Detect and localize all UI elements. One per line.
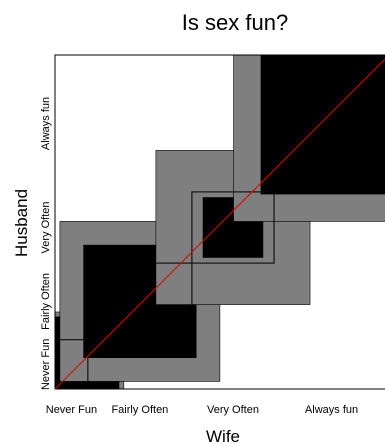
y-tick-label: Very Often bbox=[40, 202, 52, 254]
x-tick-label: Very Often bbox=[207, 404, 259, 416]
x-tick-labels: Never Fun Fairly Often Very Often Always fu… bbox=[46, 404, 358, 416]
observed-square-4 bbox=[260, 55, 385, 195]
y-tick-label: Never Fun bbox=[40, 339, 52, 390]
x-axis-label: Wife bbox=[206, 427, 240, 444]
cells-layer bbox=[54, 54, 385, 390]
block-frame-3 bbox=[191, 191, 275, 264]
x-tick-label: Never Fun bbox=[46, 404, 97, 416]
x-tick-label: Always fun bbox=[305, 404, 358, 416]
plot-border bbox=[54, 54, 385, 390]
frames-layer bbox=[54, 54, 385, 390]
chart-title: Is sex fun? bbox=[182, 10, 288, 35]
diagonal-layer bbox=[54, 58, 385, 390]
block-frame-2 bbox=[87, 262, 193, 341]
y-tick-label: Fairly Often bbox=[40, 273, 52, 330]
y-tick-labels: Never Fun Fairly Often Very Often Always fu… bbox=[40, 97, 52, 390]
x-tick-label: Fairly Often bbox=[111, 404, 168, 416]
diagonal-line bbox=[54, 58, 385, 390]
y-axis-label: Husband bbox=[12, 189, 31, 257]
y-tick-label: Always fun bbox=[40, 97, 52, 150]
